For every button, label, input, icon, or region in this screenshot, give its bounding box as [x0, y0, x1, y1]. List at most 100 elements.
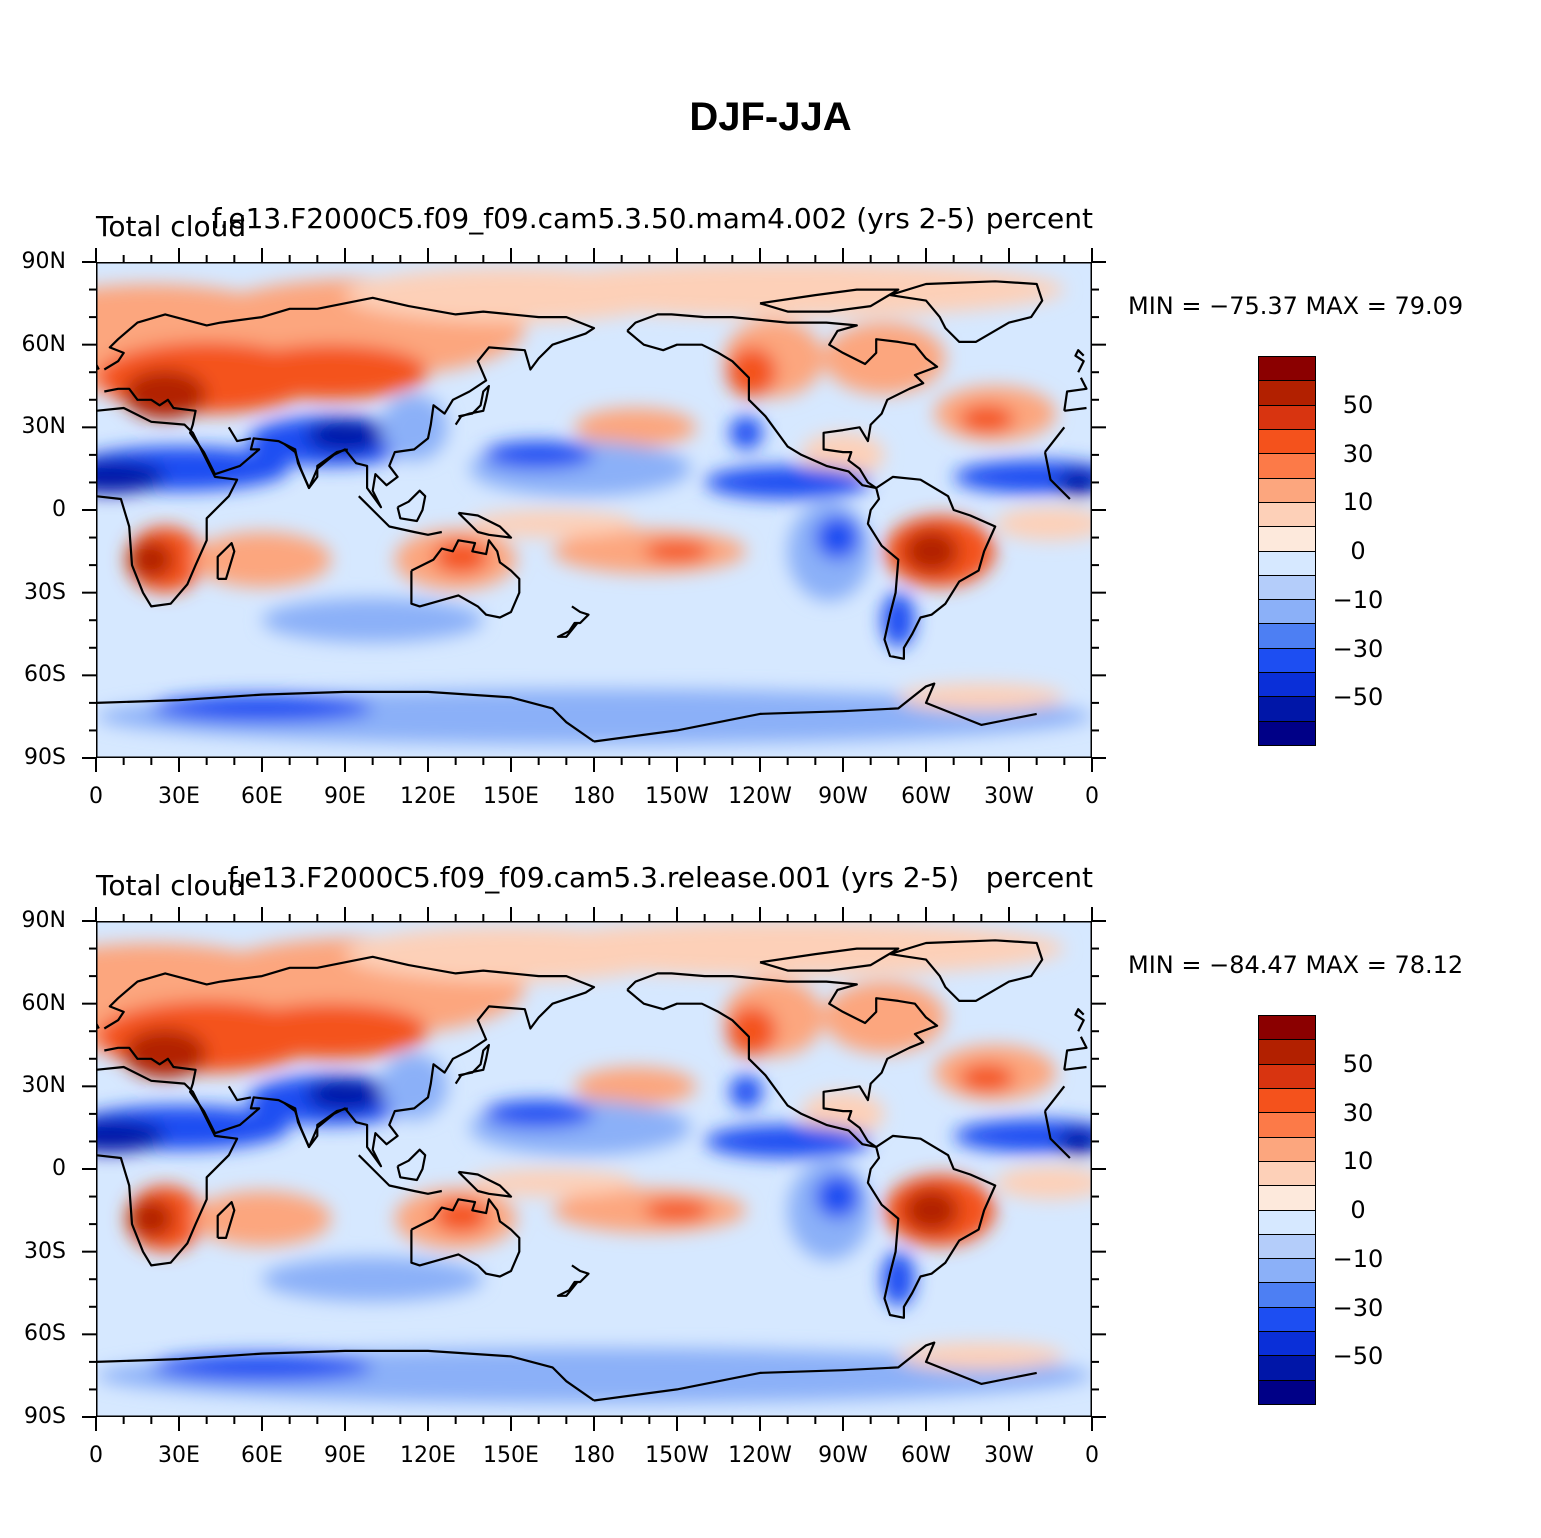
coastline-africa — [1043, 451, 1071, 500]
anomaly-himalaya — [306, 1078, 384, 1112]
lon-tick-label: 90W — [818, 1443, 868, 1468]
contour-map — [96, 262, 1092, 758]
lon-tick-label: 60W — [901, 1443, 951, 1468]
colorbar-swatch — [1259, 1016, 1315, 1040]
colorbar-label: 30 — [1342, 1098, 1374, 1127]
lat-tick-label: 30N — [21, 414, 66, 440]
colorbar-swatch — [1259, 1355, 1315, 1380]
coastline-uk — [1074, 349, 1085, 373]
colorbar-label: 10 — [1342, 1147, 1374, 1176]
lon-tick-label: 60E — [241, 784, 283, 809]
coastline-europe-asia — [103, 955, 596, 1168]
colorbar-swatch — [1259, 477, 1315, 502]
lat-tick-label: 90N — [21, 249, 66, 274]
lon-tick-label: 90W — [818, 784, 868, 809]
lon-tick-label: 150W — [645, 784, 709, 809]
min-max-readout: MIN = −84.47 MAX = 78.12 — [1128, 951, 1464, 979]
colorbar-swatch — [1259, 1331, 1315, 1356]
coastline-borneo-indonesia — [358, 1154, 443, 1195]
coastline-nz — [556, 605, 590, 638]
contour-field — [96, 262, 1092, 745]
anomaly-na-coast — [726, 347, 777, 398]
colorbar-swatch — [1259, 380, 1315, 405]
coastline-greenland — [889, 939, 1044, 1003]
coastline-uk — [1074, 1008, 1085, 1032]
anomaly-na-coast — [726, 1006, 777, 1057]
colorbar-swatch — [1259, 1233, 1315, 1259]
colorbar-label: −50 — [1332, 1342, 1384, 1371]
lon-tick-label: 150E — [483, 1443, 539, 1468]
anomaly-central-asia — [234, 1003, 428, 1059]
anomaly-australia-core — [433, 1199, 489, 1233]
lon-tick-label: 180 — [573, 784, 615, 809]
colorbar-label: −10 — [1332, 1244, 1384, 1273]
colorbar-swatch — [1259, 623, 1315, 648]
lon-tick-label: 30E — [158, 1443, 200, 1468]
colorbar-label: 50 — [1342, 1049, 1374, 1078]
anomaly-wpac — [469, 1169, 636, 1197]
coastline-africa — [1043, 1110, 1071, 1159]
anomaly-central-asia — [234, 344, 428, 400]
anomaly-west-africa — [96, 1119, 166, 1153]
coastline-greenland — [889, 280, 1044, 344]
colorbar-label: −50 — [1332, 683, 1384, 712]
lat-tick-label: 60N — [21, 331, 66, 357]
coastline-europe-asia — [1063, 377, 1088, 411]
panel-units-label: percent — [985, 861, 1093, 894]
coastline-antarctica — [593, 1341, 1037, 1402]
lon-tick-label: 180 — [573, 1443, 615, 1468]
anomaly-mediterranean — [123, 369, 207, 420]
anomaly-s-ocean-ind — [262, 1257, 484, 1302]
lon-tick-label: 0 — [89, 784, 103, 809]
lat-tick-label: 30N — [21, 1073, 66, 1099]
min-max-readout: MIN = −75.37 MAX = 79.09 — [1128, 292, 1464, 320]
coastline-north-america — [626, 972, 939, 1149]
coastline-australia — [410, 539, 521, 619]
anomaly-spcz-core — [643, 540, 711, 563]
lon-tick-label: 120W — [728, 1443, 792, 1468]
anomaly-patagonia — [881, 1251, 915, 1307]
colorbar — [1258, 1015, 1316, 1405]
lon-tick-label: 150E — [483, 784, 539, 809]
colorbar-swatch — [1259, 357, 1315, 381]
colorbar-swatch — [1259, 720, 1315, 745]
colorbar-label: −10 — [1332, 585, 1384, 614]
anomaly-npacific-core — [483, 441, 594, 469]
lon-tick-label: 0 — [89, 1443, 103, 1468]
lat-tick-label: 30S — [24, 579, 66, 605]
anomaly-amazon-core — [903, 1188, 960, 1233]
coastline-arctic-islands — [759, 947, 900, 972]
anomaly-guinea — [1056, 468, 1092, 497]
anomaly-spcz-core — [643, 1199, 711, 1222]
colorbar-swatch — [1259, 574, 1315, 600]
lon-tick-label: 90E — [324, 784, 366, 809]
lat-tick-label: 30S — [24, 1238, 66, 1264]
lat-tick-label: 60S — [24, 662, 66, 688]
anomaly-epacific — [704, 1124, 871, 1158]
colorbar-swatch — [1259, 696, 1315, 721]
anomaly-himalaya — [306, 419, 384, 453]
anomaly-arctic-na — [511, 921, 1065, 977]
colorbar-swatch — [1259, 599, 1315, 624]
colorbar-swatch — [1259, 1160, 1315, 1186]
coastline-australia — [410, 1198, 521, 1278]
anomaly-sepac-core — [815, 515, 860, 560]
map-panel-top: f.e13.F2000C5.f09_f09.cam5.3.50.mam4.002… — [0, 190, 1541, 850]
coastline-antarctica — [96, 690, 595, 743]
map-panel-bottom: f.e13.F2000C5.f09_f09.cam5.3.release.001… — [0, 849, 1541, 1509]
coastline-japan — [454, 384, 490, 426]
anomaly-atlantic-core — [959, 1064, 1015, 1092]
colorbar-label: 10 — [1342, 488, 1374, 517]
coastline-europe-asia — [1064, 406, 1087, 412]
colorbar-label: 0 — [1350, 1196, 1366, 1224]
coastline-europe-asia — [1064, 1065, 1087, 1071]
anomaly-antarctic-core — [151, 694, 373, 723]
colorbar-swatch — [1259, 1209, 1315, 1234]
anomaly-china — [380, 1053, 448, 1120]
anomaly-sepac-core — [815, 1174, 860, 1219]
coastline-borneo — [396, 489, 427, 523]
anomaly-npacific — [574, 1067, 697, 1106]
colorbar-swatch — [1259, 1282, 1315, 1307]
colorbar-swatch — [1259, 647, 1315, 673]
contour-map — [96, 921, 1092, 1417]
